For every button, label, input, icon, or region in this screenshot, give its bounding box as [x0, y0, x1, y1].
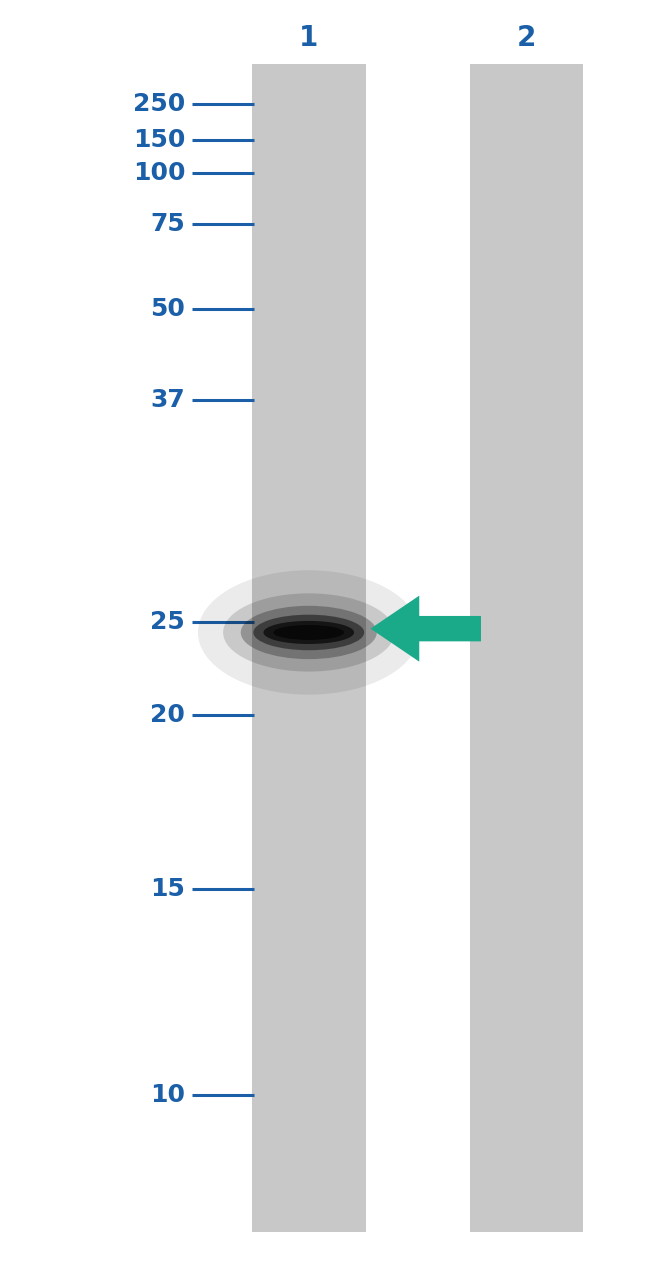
Ellipse shape [274, 625, 344, 640]
Ellipse shape [198, 570, 420, 695]
Text: 250: 250 [133, 93, 185, 116]
Text: 37: 37 [151, 389, 185, 411]
Text: 25: 25 [151, 611, 185, 634]
Ellipse shape [223, 593, 395, 672]
Text: 50: 50 [150, 297, 185, 320]
Text: 75: 75 [151, 212, 185, 235]
Text: 10: 10 [150, 1083, 185, 1106]
Text: 20: 20 [150, 704, 185, 726]
Text: 15: 15 [150, 878, 185, 900]
Text: 100: 100 [133, 161, 185, 184]
Text: 150: 150 [133, 128, 185, 151]
Bar [469, 64, 584, 1232]
Bar [252, 64, 365, 1232]
Text: 1: 1 [299, 24, 318, 52]
Ellipse shape [240, 606, 377, 659]
FancyArrow shape [370, 596, 481, 662]
Ellipse shape [263, 621, 354, 644]
Text: 2: 2 [517, 24, 536, 52]
Ellipse shape [254, 615, 364, 650]
